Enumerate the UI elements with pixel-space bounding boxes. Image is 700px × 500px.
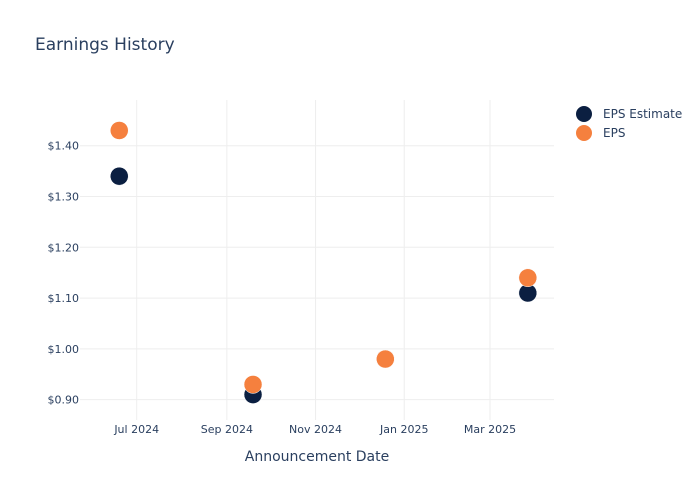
eps-point <box>110 121 129 140</box>
y-tick-label: $1.00 <box>48 343 80 356</box>
grid <box>80 100 554 420</box>
eps-point <box>376 349 395 369</box>
x-axis-title: Announcement Date <box>245 449 389 465</box>
y-tick-label: $1.10 <box>48 292 80 305</box>
y-tick-label: $1.20 <box>48 241 80 254</box>
x-tick-label: Mar 2025 <box>464 423 516 436</box>
y-tick-label: $1.40 <box>48 140 80 153</box>
eps-estimate-legend-marker <box>576 106 592 122</box>
x-tick-label: Sep 2024 <box>201 423 253 436</box>
legend: EPS Estimate EPS <box>576 106 682 141</box>
y-tick-label: $1.30 <box>48 191 80 204</box>
eps-estimate-legend-label: EPS Estimate <box>603 107 682 121</box>
x-tick-label: Jul 2024 <box>113 423 159 436</box>
eps-legend-label: EPS <box>603 126 625 140</box>
chart-title: Earnings History <box>35 35 175 55</box>
eps-legend-marker <box>576 125 592 141</box>
x-tick-label: Jan 2025 <box>379 423 428 436</box>
eps-point <box>518 268 538 288</box>
x-tick-label: Nov 2024 <box>289 423 342 436</box>
data-points <box>110 121 538 404</box>
y-axis-ticks: $0.90 $1.00 $1.10 $1.20 $1.30 $1.40 <box>48 140 80 407</box>
y-tick-label: $0.90 <box>48 394 80 407</box>
eps-estimate-point <box>110 166 129 186</box>
eps-point <box>243 375 263 394</box>
x-axis-ticks: Jul 2024 Sep 2024 Nov 2024 Jan 2025 Mar 2025 <box>113 423 516 436</box>
